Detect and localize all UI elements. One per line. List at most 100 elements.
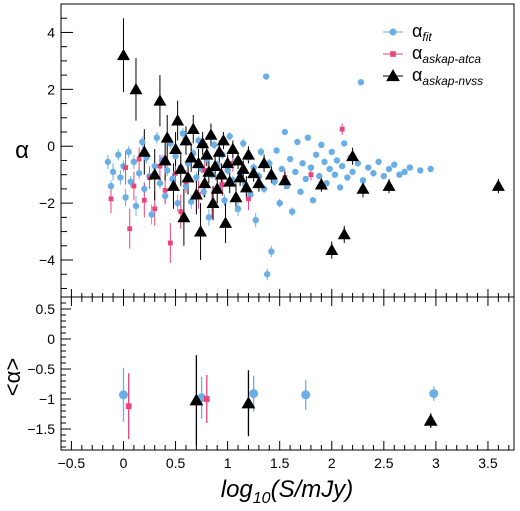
- mean-point-square: [125, 403, 132, 410]
- mean-point-circle: [429, 389, 439, 399]
- data-point-triangle: [212, 145, 226, 157]
- data-point-triangle: [346, 149, 360, 162]
- data-point-triangle: [177, 210, 191, 223]
- data-point-circle: [164, 167, 171, 174]
- data-point-circle: [281, 128, 289, 136]
- data-point-triangle: [160, 131, 174, 143]
- legend-symbol: α: [412, 65, 422, 85]
- data-point-circle: [252, 216, 259, 224]
- data-point-square: [178, 209, 184, 215]
- data-point-circle: [302, 175, 309, 183]
- mean-point-square: [203, 396, 210, 402]
- data-point-circle: [226, 133, 233, 140]
- data-point-circle: [104, 158, 112, 166]
- data-point-circle: [141, 185, 148, 193]
- data-point-circle: [297, 188, 304, 195]
- data-point-square: [246, 196, 251, 202]
- data-point-circle: [370, 170, 377, 177]
- data-point-circle: [417, 167, 424, 174]
- data-point-circle: [354, 160, 361, 167]
- data-point-circle: [309, 197, 317, 204]
- data-point-triangle: [204, 128, 218, 140]
- data-point-square: [157, 163, 163, 169]
- legend-symbol: α: [412, 43, 422, 63]
- data-point-circle: [292, 168, 299, 176]
- data-point-square: [136, 156, 142, 162]
- data-point-triangle: [137, 145, 151, 157]
- top-markers: [104, 48, 505, 278]
- data-point-triangle: [169, 142, 183, 154]
- x-title-rest: (S/mJy): [271, 476, 354, 503]
- bottom-panel: 0.50−0.5−1−1.5 −0.5 0 0.5 1 1.5 2 2.5 3 3.5 <α> …: [0, 296, 515, 507]
- bottom-x-tick-label: 1.5: [270, 455, 290, 471]
- data-point-circle: [135, 170, 143, 177]
- legend-subscript: askap-atca: [422, 52, 481, 66]
- data-point-circle: [307, 164, 315, 171]
- data-point-circle: [321, 158, 328, 166]
- bottom-y-tick-label: 0.5: [36, 301, 56, 317]
- data-point-triangle: [148, 168, 162, 180]
- legend-subscript: fit: [422, 30, 432, 44]
- data-point-square: [167, 240, 173, 246]
- data-point-triangle: [236, 162, 250, 174]
- legend-entry: αaskap-nvss: [412, 65, 483, 88]
- data-point-triangle: [278, 173, 292, 186]
- data-point-circle: [344, 174, 351, 181]
- mean-point-circle: [118, 390, 128, 400]
- data-point-square: [308, 172, 314, 178]
- bottom-y-axis-title: <α>: [0, 358, 25, 396]
- top-y-tick-label: 2: [47, 81, 55, 97]
- data-point-circle: [148, 211, 155, 218]
- bottom-x-tick-label: 0: [120, 455, 128, 471]
- data-point-triangle: [382, 179, 396, 191]
- data-point-triangle: [179, 134, 193, 146]
- data-point-triangle: [158, 153, 172, 166]
- bottom-markers: [118, 389, 439, 426]
- bottom-x-tick-label: 2: [328, 455, 336, 471]
- data-point-circle: [396, 171, 403, 178]
- data-point-triangle: [171, 114, 185, 126]
- data-point-circle: [304, 134, 312, 141]
- data-point-circle: [391, 161, 398, 168]
- data-point-triangle: [194, 225, 208, 237]
- data-point-square: [162, 187, 168, 193]
- data-point-circle: [234, 205, 242, 213]
- data-point-circle: [365, 164, 372, 171]
- data-point-triangle: [356, 182, 370, 194]
- data-point-circle: [247, 191, 254, 198]
- bottom-x-tick-label: 0.5: [166, 455, 186, 471]
- data-point-triangle: [214, 168, 228, 180]
- data-point-triangle: [491, 179, 505, 191]
- data-point-triangle: [337, 227, 351, 240]
- data-point-circle: [263, 271, 271, 278]
- top-y-tick-label: −4: [39, 252, 55, 268]
- top-y-axis: 4 2 0 −2 −4: [39, 17, 73, 289]
- data-point-circle: [299, 160, 306, 167]
- data-point-circle: [174, 199, 181, 207]
- data-point-triangle: [200, 148, 214, 160]
- data-point-triangle: [219, 216, 233, 228]
- bottom-y-axis: 0.5 0 −0.5 −1 −1.5: [27, 301, 71, 448]
- bottom-y-tick-label: −1: [39, 391, 55, 407]
- data-point-triangle: [325, 243, 339, 255]
- data-point-triangle: [210, 182, 224, 194]
- data-point-circle: [357, 79, 365, 86]
- data-point-circle: [107, 182, 115, 190]
- data-point-triangle: [166, 179, 180, 191]
- legend-symbol: α: [412, 21, 422, 41]
- legend-subscript: askap-nvss: [422, 74, 483, 88]
- data-point-circle: [200, 188, 207, 195]
- data-point-circle: [276, 199, 283, 207]
- data-point-circle: [109, 168, 117, 176]
- x-title-subscript: 10: [253, 490, 271, 507]
- data-point-circle: [271, 178, 278, 185]
- data-point-triangle: [198, 176, 212, 189]
- mean-point-circle: [249, 389, 259, 399]
- top-y-tick-label: 4: [47, 24, 55, 40]
- data-point-circle: [318, 141, 325, 149]
- data-point-circle: [130, 158, 138, 166]
- bottom-error-bars: [122, 355, 435, 446]
- data-point-circle: [187, 198, 195, 205]
